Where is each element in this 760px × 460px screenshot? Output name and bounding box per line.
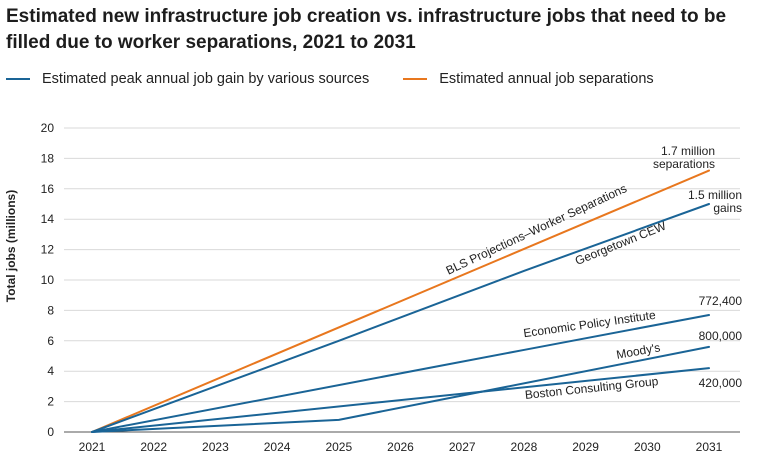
end-label-gains-1: 1.5 million — [688, 188, 742, 202]
y-tick-label-0: 0 — [47, 425, 54, 439]
end-label-epi: 772,400 — [699, 294, 743, 308]
y-tick-label-16: 16 — [41, 182, 55, 196]
series-line-2 — [91, 313, 710, 433]
series-line-1 — [91, 203, 710, 433]
y-tick-label-14: 14 — [41, 212, 55, 226]
legend: Estimated peak annual job gain by variou… — [6, 68, 688, 90]
y-tick-label-6: 6 — [47, 334, 54, 348]
series-line-0 — [91, 169, 710, 433]
legend-label-separations: Estimated annual job separations — [439, 71, 654, 87]
chart-title: Estimated new infrastructure job creatio… — [6, 6, 727, 53]
x-tick-label-2022: 2022 — [140, 440, 167, 454]
end-label-moodys: 800,000 — [699, 329, 743, 343]
y-tick-label-4: 4 — [47, 364, 54, 378]
y-tick-label-12: 12 — [41, 243, 55, 257]
y-tick-label-18: 18 — [41, 151, 55, 165]
end-label-bcg: 420,000 — [699, 376, 743, 390]
x-axis-ticks: 2021 2022 2023 2024 2025 2026 2027 2028 2029 2030… — [79, 440, 723, 454]
end-label-separations-2: separations — [653, 157, 715, 171]
series-label-georgetown: Georgetown CEW — [573, 218, 669, 267]
legend-item-gain: Estimated peak annual job gain by variou… — [6, 71, 369, 87]
y-axis-ticks: 0 2 4 6 8 10 12 14 16 18 20 — [41, 121, 55, 439]
end-label-separations-1: 1.7 million — [661, 144, 715, 158]
grid-lines — [64, 127, 740, 433]
legend-swatch-separations — [403, 78, 428, 80]
x-tick-label-2024: 2024 — [264, 440, 291, 454]
series-line-3 — [91, 345, 710, 433]
legend-swatch-gain — [6, 78, 30, 80]
x-tick-label-2026: 2026 — [387, 440, 414, 454]
x-tick-label-2029: 2029 — [572, 440, 599, 454]
series-lines — [91, 169, 710, 433]
y-tick-label-10: 10 — [41, 273, 55, 287]
x-tick-label-2023: 2023 — [202, 440, 229, 454]
x-tick-label-2027: 2027 — [449, 440, 476, 454]
x-tick-label-2031: 2031 — [696, 440, 723, 454]
x-tick-label-2030: 2030 — [634, 440, 661, 454]
series-label-epi: Economic Policy Institute — [522, 308, 656, 340]
series-label-bcg: Boston Consulting Group — [524, 374, 659, 402]
series-line-4 — [91, 367, 710, 433]
y-tick-label-20: 20 — [41, 121, 55, 135]
series-label-bls: BLS Projections–Worker Separations — [444, 181, 629, 277]
y-tick-label-8: 8 — [47, 303, 54, 317]
x-tick-label-2021: 2021 — [79, 440, 106, 454]
y-tick-label-2: 2 — [47, 395, 54, 409]
legend-label-gain: Estimated peak annual job gain by variou… — [42, 71, 370, 87]
y-axis-label: Total jobs (millions) — [4, 190, 18, 302]
legend-item-separations: Estimated annual job separations — [403, 71, 654, 87]
x-tick-label-2025: 2025 — [325, 440, 352, 454]
end-label-gains-2: gains — [713, 201, 742, 215]
x-tick-label-2028: 2028 — [511, 440, 538, 454]
